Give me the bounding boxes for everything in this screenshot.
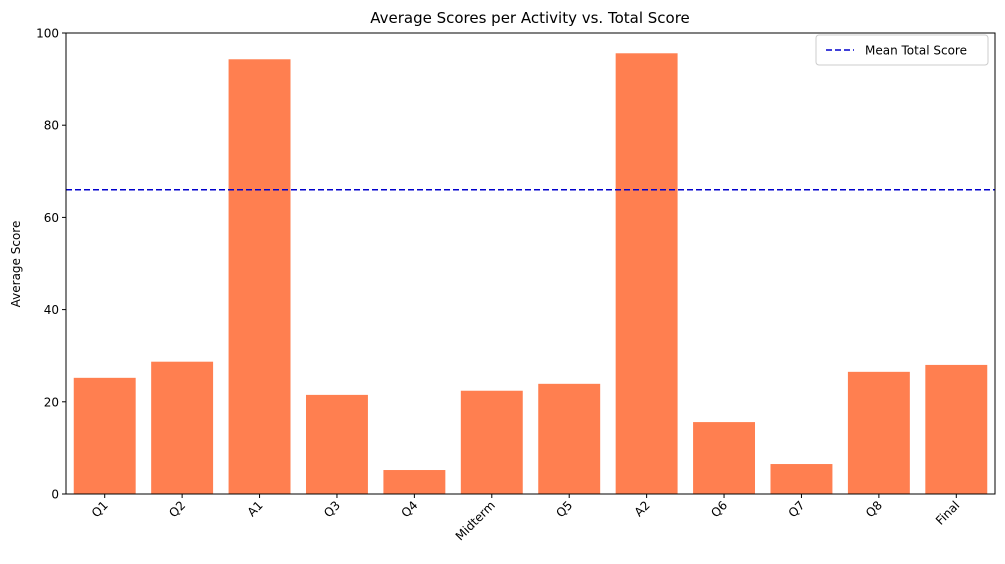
bar-q4 xyxy=(383,470,446,494)
plot-border xyxy=(65,32,996,495)
chart-title: Average Scores per Activity vs. Total Sc… xyxy=(370,9,690,27)
bar-a1 xyxy=(228,59,291,494)
bar-q7 xyxy=(770,464,833,494)
legend-label-mean-total-score: Mean Total Score xyxy=(865,44,967,58)
bar-q2 xyxy=(151,361,214,494)
bar-q3 xyxy=(305,394,368,494)
y-tick-label-20: 20 xyxy=(44,395,59,409)
y-axis-label: Average Score xyxy=(9,221,23,308)
bar-q5 xyxy=(538,383,601,494)
y-ticks-group: 0 20 40 60 80 100 xyxy=(36,27,66,502)
bar-final xyxy=(925,364,988,494)
y-tick-label-40: 40 xyxy=(44,303,59,317)
plot-frame xyxy=(65,32,996,495)
y-tick-label-60: 60 xyxy=(44,211,59,225)
bar-q1 xyxy=(73,377,136,494)
legend: Mean Total Score xyxy=(815,34,989,66)
y-tick-label-100: 100 xyxy=(36,27,59,41)
bars-group xyxy=(73,53,988,495)
bar-a2 xyxy=(615,53,678,495)
bar-q8 xyxy=(847,371,910,494)
legend-box xyxy=(815,34,989,66)
bar-midterm xyxy=(460,390,523,494)
y-tick-label-80: 80 xyxy=(44,119,59,133)
bar-q6 xyxy=(693,422,756,494)
y-tick-label-0: 0 xyxy=(51,488,59,502)
